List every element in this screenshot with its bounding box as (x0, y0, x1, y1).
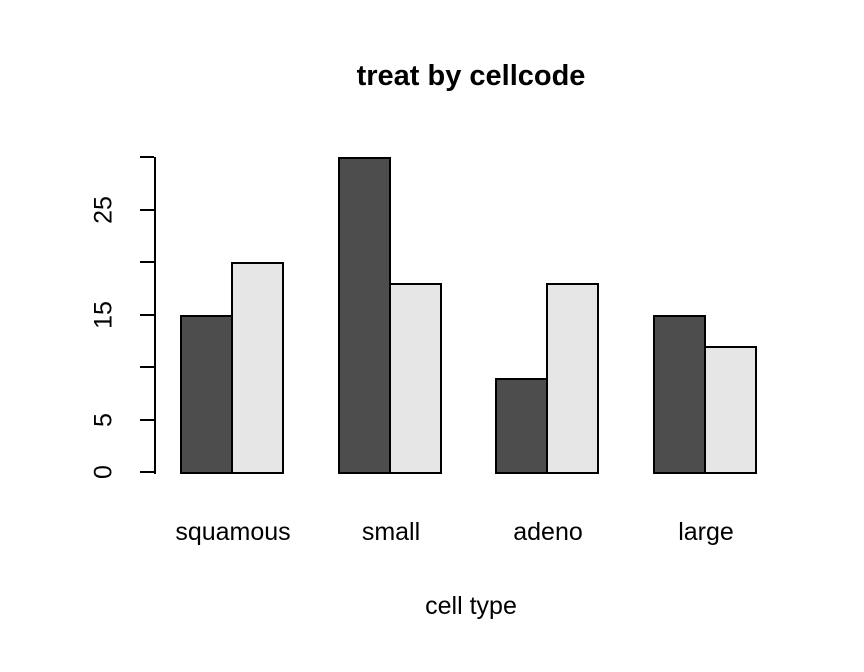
category-label-adeno: adeno (513, 518, 583, 546)
y-tick (140, 313, 154, 316)
chart-title: treat by cellcode (356, 60, 586, 92)
y-tick (140, 418, 154, 421)
bar-treat-1-dark-large (653, 314, 706, 474)
y-tick-label: 5 (89, 412, 118, 427)
category-label-large: large (678, 518, 734, 546)
y-tick (140, 156, 154, 158)
bar-treat-2-light-small (389, 283, 442, 474)
bar-treat-2-light-squamous (231, 262, 284, 474)
bar-treat-1-dark-small (338, 157, 391, 474)
category-label-small: small (361, 518, 421, 546)
bar-treat-1-dark-squamous (180, 314, 233, 474)
y-tick-label: 25 (89, 195, 118, 224)
bar-treat-1-dark-adeno (495, 377, 548, 474)
x-axis-label: cell type (425, 592, 517, 620)
y-tick (140, 366, 154, 368)
y-tick (140, 471, 154, 473)
category-label-squamous: squamous (175, 518, 291, 546)
bar-treat-2-light-large (704, 346, 757, 474)
y-axis (154, 157, 156, 474)
y-tick-label: 15 (89, 300, 118, 329)
y-tick-label: 0 (89, 465, 118, 479)
y-tick (140, 261, 154, 263)
bar-treat-2-light-adeno (546, 283, 599, 474)
y-tick (140, 208, 154, 211)
